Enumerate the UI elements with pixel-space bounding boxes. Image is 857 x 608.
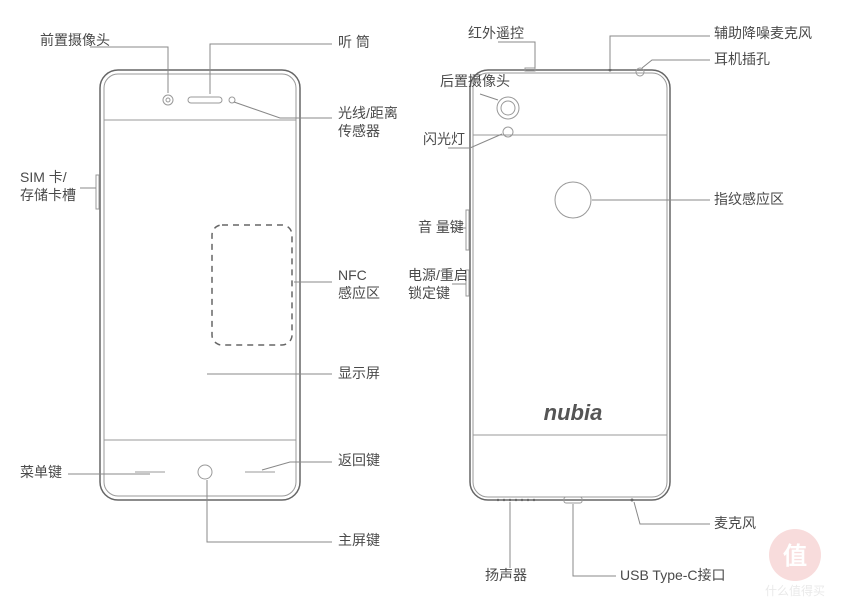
label-mic: 麦克风 bbox=[714, 515, 756, 531]
label-volume: 音 量键 bbox=[418, 219, 464, 235]
leader-line bbox=[207, 480, 332, 542]
rear-camera-inner bbox=[501, 101, 515, 115]
label-back-key: 返回键 bbox=[338, 452, 380, 468]
label-speaker: 扬声器 bbox=[485, 567, 527, 583]
label-power-2: 锁定键 bbox=[408, 285, 450, 301]
label-nfc-2: 感应区 bbox=[338, 285, 380, 301]
label-jack: 耳机插孔 bbox=[714, 51, 770, 67]
leader-line bbox=[210, 44, 332, 94]
aux-mic bbox=[609, 69, 612, 72]
label-fingerprint: 指纹感应区 bbox=[714, 191, 784, 207]
front-camera bbox=[163, 95, 173, 105]
label-menu-key: 菜单键 bbox=[20, 464, 62, 480]
label-flash: 闪光灯 bbox=[423, 131, 465, 147]
speaker-hole bbox=[521, 499, 523, 501]
speaker-hole bbox=[533, 499, 535, 501]
mic-hole bbox=[631, 499, 634, 502]
label-sim-slot-2: 存储卡槽 bbox=[20, 187, 76, 203]
phone-front-inner bbox=[104, 74, 296, 496]
home-key bbox=[198, 465, 212, 479]
speaker-hole bbox=[527, 499, 529, 501]
leader-line bbox=[634, 502, 710, 524]
label-nfc: NFC bbox=[338, 267, 367, 283]
speaker-hole bbox=[509, 499, 511, 501]
leader-line bbox=[262, 462, 332, 470]
watermark: 值什么值得买 bbox=[765, 529, 825, 598]
svg-text:什么值得买: 什么值得买 bbox=[765, 583, 825, 598]
label-sim-slot: SIM 卡/ bbox=[20, 169, 67, 185]
label-aux-mic: 辅助降噪麦克风 bbox=[714, 25, 812, 41]
label-prox-sensor: 光线/距离 bbox=[338, 105, 398, 121]
volume-keys bbox=[466, 210, 469, 250]
phone-back-inner bbox=[473, 73, 667, 497]
leader-line bbox=[642, 60, 710, 68]
leader-line bbox=[610, 36, 710, 68]
label-display: 显示屏 bbox=[338, 365, 380, 381]
label-power: 电源/重启 bbox=[408, 267, 468, 283]
headphone-jack bbox=[636, 68, 644, 76]
phone-front-outline bbox=[100, 70, 300, 500]
earpiece bbox=[188, 97, 222, 103]
label-home-key: 主屏键 bbox=[338, 532, 380, 548]
front-camera-inner bbox=[166, 98, 170, 102]
label-rear-cam: 后置摄像头 bbox=[440, 73, 510, 89]
speaker-hole bbox=[503, 499, 505, 501]
label-earpiece: 听 筒 bbox=[338, 34, 370, 50]
brand-logo: nubia bbox=[544, 400, 603, 425]
speaker-hole bbox=[497, 499, 499, 501]
rear-camera bbox=[497, 97, 519, 119]
svg-text:值: 值 bbox=[783, 542, 807, 570]
label-prox-sensor-2: 传感器 bbox=[338, 123, 380, 139]
speaker-hole bbox=[515, 499, 517, 501]
fingerprint bbox=[555, 182, 591, 218]
label-front-camera: 前置摄像头 bbox=[40, 32, 110, 48]
nfc-zone bbox=[212, 225, 292, 345]
leader-line bbox=[498, 42, 535, 68]
label-usb: USB Type-C接口 bbox=[620, 567, 726, 583]
leader-line bbox=[573, 504, 616, 576]
label-ir: 红外遥控 bbox=[468, 25, 524, 41]
sim-slot bbox=[96, 175, 99, 209]
leader-line bbox=[480, 94, 498, 100]
leader-line bbox=[234, 102, 332, 118]
